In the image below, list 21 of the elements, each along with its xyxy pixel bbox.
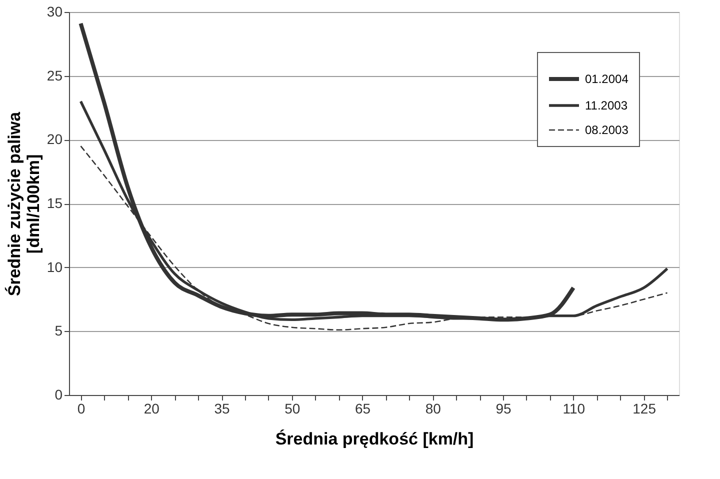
x-tick-label: 110 bbox=[562, 400, 586, 416]
legend-label: 11.2003 bbox=[585, 98, 628, 112]
x-tick-label: 20 bbox=[144, 400, 160, 416]
legend-label: 08.2003 bbox=[585, 123, 629, 137]
x-tick-label: 95 bbox=[496, 400, 512, 416]
x-tick-label: 65 bbox=[354, 400, 371, 416]
legend-label: 01.2004 bbox=[585, 72, 629, 86]
y-tick-label: 15 bbox=[46, 195, 63, 211]
x-tick-label: 80 bbox=[425, 400, 442, 416]
y-tick-label: 5 bbox=[54, 322, 63, 339]
y-tick-label: 30 bbox=[46, 4, 63, 20]
y-axis-title: Średnie zużycie paliwa [dml/100km] bbox=[4, 111, 43, 296]
y-tick-label: 10 bbox=[46, 258, 63, 275]
y-tick-label: 20 bbox=[46, 131, 63, 148]
x-tick-label: 125 bbox=[632, 400, 656, 416]
y-tick-label: 0 bbox=[54, 386, 63, 402]
x-tick-label: 35 bbox=[214, 400, 230, 416]
x-tick-label: 50 bbox=[284, 400, 300, 416]
y-tick-label: 25 bbox=[46, 67, 63, 84]
x-tick-label: 0 bbox=[77, 400, 86, 416]
x-axis-title: Średnia prędkość [km/h] bbox=[275, 428, 474, 448]
